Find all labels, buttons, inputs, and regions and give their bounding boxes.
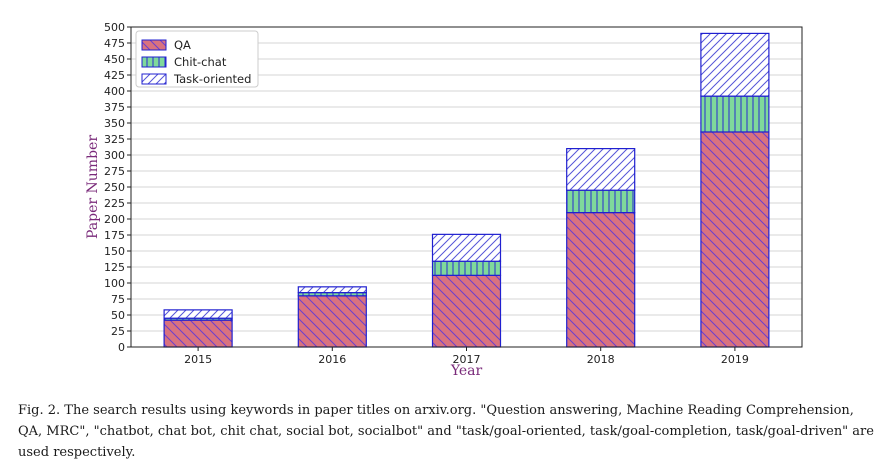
y-tick-label-300: 300 xyxy=(104,149,125,162)
x-tick-label-2015: 2015 xyxy=(184,353,212,366)
bar-qa-2015 xyxy=(163,319,233,348)
y-tick-label-200: 200 xyxy=(104,213,125,226)
bar-task-oriented-2017 xyxy=(431,233,502,262)
legend: QA Chit-chat Task-oriented xyxy=(135,30,259,88)
y-tick-label-75: 75 xyxy=(111,293,125,306)
y-tick-label-325: 325 xyxy=(104,133,125,146)
legend-swatch-chit-chat xyxy=(141,56,167,68)
y-tick-label-0: 0 xyxy=(118,341,125,354)
x-tick-label-2016: 2016 xyxy=(318,353,346,366)
bar-task-oriented-2016 xyxy=(297,286,367,294)
legend-label-chit-chat: Chit-chat xyxy=(174,55,227,69)
y-tick-label-50: 50 xyxy=(111,309,125,322)
y-tick-label-175: 175 xyxy=(104,229,125,242)
y-tick-label-100: 100 xyxy=(104,277,125,290)
y-tick-label-400: 400 xyxy=(104,85,125,98)
y-tick-label-25: 25 xyxy=(111,325,125,338)
y-tick-label-125: 125 xyxy=(104,261,125,274)
bar-qa-2016 xyxy=(297,295,367,348)
bar-qa-2018 xyxy=(566,212,636,348)
bar-task-oriented-2015 xyxy=(163,309,233,319)
bar-qa-2017 xyxy=(431,274,502,348)
x-tick-label-2019: 2019 xyxy=(721,353,749,366)
bar-chit-chat-2019 xyxy=(700,95,770,133)
tick-labels: 0 25 50 75 100 125 150 175 200 225 250 275 300 325 350… xyxy=(104,21,749,366)
y-tick-label-450: 450 xyxy=(104,53,125,66)
chart-container: 0 25 50 75 100 125 150 175 200 225 250 275 300 325 350… xyxy=(85,21,803,379)
y-tick-label-150: 150 xyxy=(104,245,125,258)
axes xyxy=(127,26,803,351)
y-tick-label-475: 475 xyxy=(104,37,125,50)
legend-swatch-task-oriented xyxy=(141,73,167,85)
y-tick-label-425: 425 xyxy=(104,69,125,82)
y-tick-label-350: 350 xyxy=(104,117,125,130)
legend-swatch-qa xyxy=(141,39,167,51)
x-axis-title: Year xyxy=(450,363,483,379)
y-tick-label-275: 275 xyxy=(104,165,125,178)
y-tick-label-500: 500 xyxy=(104,21,125,34)
bars xyxy=(163,32,770,348)
plot-frame xyxy=(130,26,803,348)
x-tick-label-2018: 2018 xyxy=(587,353,615,366)
y-tick-label-225: 225 xyxy=(104,197,125,210)
bar-task-oriented-2019 xyxy=(700,32,770,97)
legend-label-task-oriented: Task-oriented xyxy=(173,72,251,86)
bar-task-oriented-2018 xyxy=(566,148,636,191)
x-tick-label-2017: 2017 xyxy=(453,353,481,366)
stacked-bar-chart: 0 25 50 75 100 125 150 175 200 225 250 275 300 325 350… xyxy=(85,21,803,379)
figure-caption: Fig. 2. The search results using keyword… xyxy=(18,403,874,460)
y-axis-title: Paper Number xyxy=(85,135,101,239)
legend-label-qa: QA xyxy=(174,38,191,52)
y-tick-label-250: 250 xyxy=(104,181,125,194)
bar-qa-2019 xyxy=(700,131,770,348)
grid-lines xyxy=(131,26,802,348)
bar-chit-chat-2018 xyxy=(566,189,636,214)
bar-chit-chat-2017 xyxy=(431,260,502,276)
y-tick-label-375: 375 xyxy=(104,101,125,114)
